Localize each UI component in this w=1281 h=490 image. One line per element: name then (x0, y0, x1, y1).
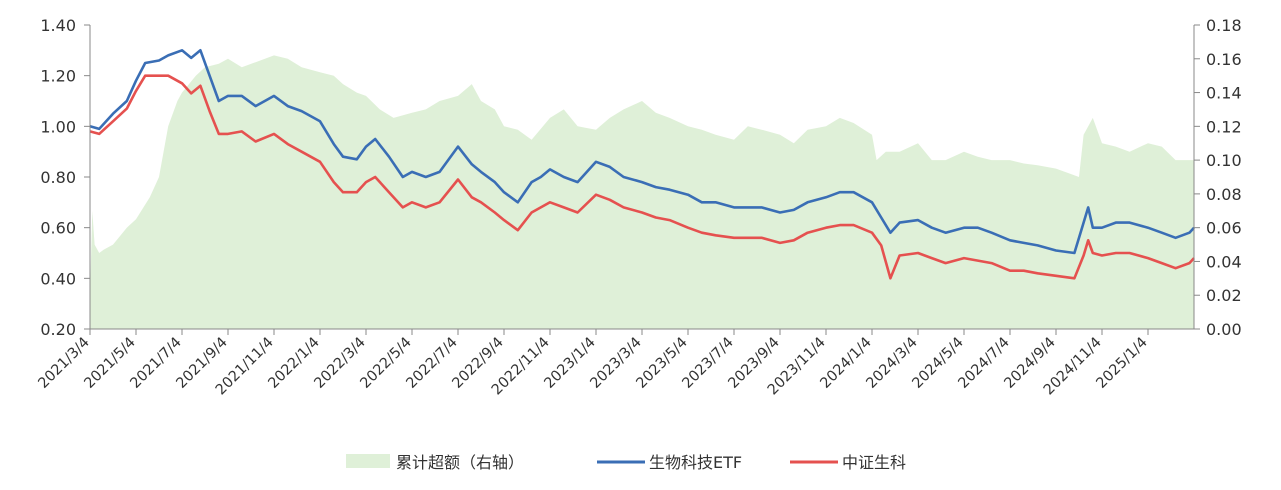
y-left-tick-label: 1.40 (40, 16, 76, 35)
legend: 累计超额（右轴） 生物科技ETF 中证生科 (346, 453, 906, 472)
area-series-cumulative-excess (90, 55, 1194, 330)
legend-label: 中证生科 (842, 453, 906, 472)
y-left-tick-label: 0.80 (40, 168, 76, 187)
y-left-tick-label: 1.00 (40, 117, 76, 136)
legend-swatch-area (346, 454, 390, 468)
y-left-tick-label: 0.60 (40, 219, 76, 238)
y-right-tick-label: 0.00 (1206, 320, 1242, 339)
y-left-tick-label: 0.40 (40, 269, 76, 288)
y-right-tick-label: 0.02 (1206, 286, 1242, 305)
y-right-tick-label: 0.06 (1206, 219, 1242, 238)
y-right-tick-label: 0.08 (1206, 185, 1242, 204)
area-layer (90, 55, 1194, 330)
y-right-tick-label: 0.16 (1206, 50, 1242, 69)
y-right-tick-label: 0.18 (1206, 16, 1242, 35)
line-layer (89, 49, 1195, 280)
line-series-2 (89, 74, 1195, 280)
line-series-1 (89, 49, 1195, 255)
y-right-tick-label: 0.14 (1206, 84, 1242, 103)
y-right-tick-label: 0.04 (1206, 252, 1242, 271)
y-right-tick-label: 0.10 (1206, 151, 1242, 170)
y-right-tick-label: 0.12 (1206, 117, 1242, 136)
y-left-tick-label: 1.20 (40, 67, 76, 86)
legend-label: 生物科技ETF (649, 453, 742, 472)
legend-label: 累计超额（右轴） (396, 453, 524, 472)
y-left-tick-label: 0.20 (40, 320, 76, 339)
